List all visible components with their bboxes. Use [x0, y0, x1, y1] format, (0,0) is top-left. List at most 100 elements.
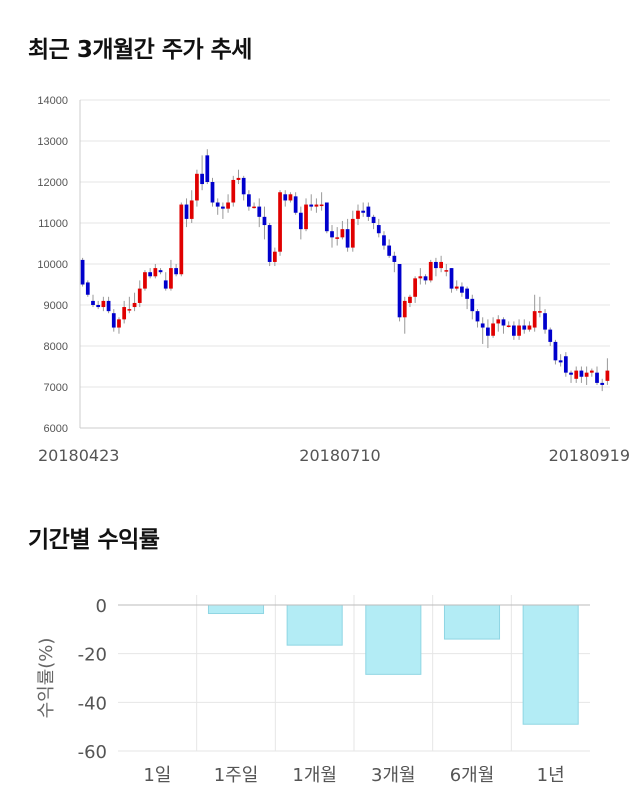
candle-body [247, 194, 251, 207]
candle-body [408, 296, 412, 303]
y-tick-label: 8000 [44, 341, 68, 353]
y-tick-label: 14000 [37, 95, 68, 107]
candle-body [174, 268, 178, 275]
x-tick-label: 1년 [537, 765, 565, 786]
returns-section-title: 기간별 수익률 [28, 527, 160, 553]
y-tick-label: 7000 [44, 382, 68, 394]
candle-body [418, 276, 423, 279]
candle-body [569, 372, 573, 375]
candle-body [241, 177, 246, 195]
candle-body [465, 288, 469, 299]
candle-body [236, 177, 241, 180]
candle-body [496, 319, 501, 324]
y-tick-label: 9000 [44, 300, 68, 312]
return-bar [286, 604, 343, 646]
candle-body [475, 311, 480, 322]
candle-body [221, 206, 225, 209]
candle-body [293, 196, 298, 213]
candle-body [143, 272, 147, 289]
candle-body [512, 325, 516, 336]
candle-body [324, 202, 329, 232]
candle-body [584, 372, 589, 377]
candle-body [532, 311, 537, 328]
candle-body [522, 325, 527, 330]
candle-body [356, 210, 360, 219]
candle-body [460, 286, 464, 293]
candle-body [335, 237, 340, 239]
candle-body [470, 298, 475, 312]
candle-body [158, 270, 163, 273]
return-bar [207, 604, 265, 615]
candle-body [195, 173, 199, 201]
y-tick-label: 11000 [38, 218, 68, 230]
candle-body [179, 204, 184, 275]
candle-body [169, 268, 173, 289]
candle-body [449, 268, 454, 289]
y-tick-label: -40 [78, 693, 107, 714]
candle-body [595, 372, 599, 383]
y-tick-label: 0 [96, 596, 107, 617]
candle-body [444, 270, 449, 272]
y-tick-label: 10000 [37, 259, 68, 271]
candlestick-chart: 6000 7000 8000 9000 10000 11000 12000 13000 1400… [37, 95, 630, 465]
candle-body [106, 300, 111, 312]
candle-body [148, 272, 153, 277]
candle-body [309, 204, 314, 207]
candle-body [376, 225, 381, 234]
candle-body [319, 204, 324, 207]
candle-body [85, 282, 90, 295]
candle-body [553, 341, 558, 361]
candle-body [537, 311, 542, 313]
candle-body [226, 202, 230, 209]
candle-body [387, 245, 392, 256]
candle-body [288, 194, 293, 201]
candle-body [491, 323, 495, 336]
candle-body [267, 225, 272, 262]
candle-body [454, 286, 459, 289]
candle-body [117, 319, 121, 328]
candle-body [589, 370, 594, 373]
candle-body [434, 261, 438, 269]
candle-body [543, 313, 547, 330]
candle-body [480, 323, 485, 328]
candle-body [101, 300, 106, 308]
candle-body [428, 261, 433, 281]
candle-body [252, 206, 256, 209]
candle-body [382, 235, 386, 246]
candle-body [257, 206, 262, 217]
candle-body [314, 204, 319, 207]
x-tick-label: 6개월 [450, 765, 495, 786]
candle-body [122, 307, 127, 320]
candle-body [413, 278, 418, 297]
candle-body [486, 327, 490, 336]
candle-body [200, 173, 204, 185]
candle-body [558, 360, 563, 363]
x-tick-label: 3개월 [371, 765, 416, 786]
trend-section-title: 최근 3개월간 주가 추세 [28, 37, 252, 63]
candle-body [189, 200, 194, 219]
candle-body [132, 302, 137, 308]
return-bar [365, 604, 422, 675]
y-axis-label: 수익률(%) [36, 638, 57, 719]
candle-body [231, 179, 236, 203]
x-tick-label: 20180919 [549, 446, 630, 465]
candle-body [345, 229, 350, 248]
candle-body [548, 329, 553, 342]
return-bar [443, 604, 501, 640]
candle-body [506, 325, 511, 327]
candle-body [330, 231, 334, 238]
x-tick-label: 1주일 [214, 765, 259, 786]
x-tick-label: 20180423 [38, 446, 119, 465]
candle-body [423, 276, 428, 281]
candle-body [350, 218, 355, 248]
candle-body [366, 206, 371, 217]
candle-body [127, 309, 132, 311]
candle-body [153, 268, 158, 277]
candle-body [563, 356, 568, 373]
return-bar [522, 604, 579, 725]
candle-body [517, 325, 521, 336]
y-tick-label: 13000 [37, 136, 68, 148]
y-tick-label: -20 [78, 645, 107, 666]
candle-body [397, 264, 402, 318]
